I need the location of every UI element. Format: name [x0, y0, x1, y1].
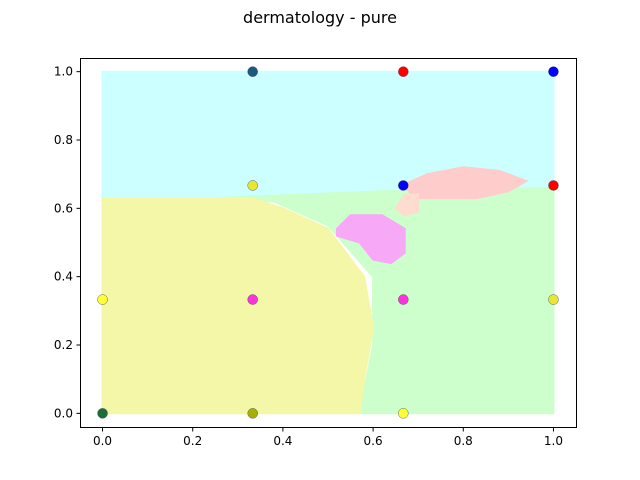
- decision-region-6: [394, 193, 420, 217]
- data-points: [97, 66, 559, 419]
- decision-region-5: [403, 166, 529, 200]
- data-point: [247, 66, 258, 77]
- decision-region-4: [336, 214, 406, 265]
- x-tick-label: 0.0: [93, 434, 112, 448]
- data-point: [548, 66, 559, 77]
- x-tick-label: 1.0: [544, 434, 563, 448]
- data-point: [398, 408, 409, 419]
- y-axis: 0.0 0.2 0.4 0.6 0.8 1.0: [54, 65, 81, 420]
- axes-frame: [80, 58, 577, 428]
- data-point: [398, 66, 409, 77]
- data-point: [247, 408, 258, 419]
- data-point: [97, 294, 108, 305]
- x-tick-label: 0.8: [454, 434, 473, 448]
- data-point: [398, 180, 409, 191]
- y-tick-label: 1.0: [54, 65, 73, 79]
- x-tick-label: 0.4: [273, 434, 292, 448]
- data-point: [398, 294, 409, 305]
- decision-regions: [101, 70, 555, 415]
- data-point: [548, 180, 559, 191]
- data-point: [97, 408, 108, 419]
- data-point: [247, 294, 258, 305]
- y-tick-label: 0.0: [54, 406, 73, 420]
- x-tick-label: 0.6: [364, 434, 383, 448]
- y-tick-label: 0.8: [54, 133, 73, 147]
- decision-region-3: [101, 197, 375, 415]
- y-tick-label: 0.4: [54, 270, 73, 284]
- data-point: [548, 294, 559, 305]
- data-point: [247, 180, 258, 191]
- chart-title: dermatology - pure: [243, 8, 397, 27]
- y-tick-label: 0.6: [54, 201, 73, 215]
- x-tick-label: 0.2: [183, 434, 202, 448]
- y-tick-label: 0.2: [54, 338, 73, 352]
- x-axis: 0.0 0.2 0.4 0.6 0.8 1.0: [93, 427, 563, 448]
